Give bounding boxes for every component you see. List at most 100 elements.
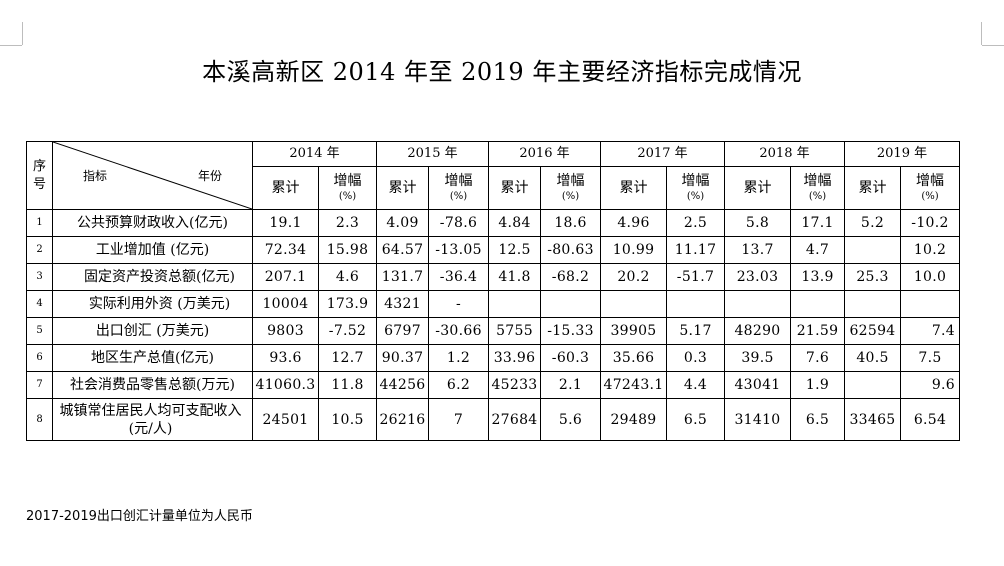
cell-2019-growth: 10.2	[900, 236, 960, 264]
cumulative-label: 累计	[271, 180, 300, 196]
year-label: 年份	[197, 169, 222, 183]
cell-2015-cumulative: 131.7	[376, 263, 429, 291]
cell-2018-growth: 6.5	[790, 398, 845, 441]
cell-2014-cumulative: 207.1	[252, 263, 319, 291]
cell-2017-growth: 4.4	[666, 371, 725, 399]
growth-unit: (%)	[686, 191, 705, 202]
indicator-label: 指标	[83, 169, 108, 183]
cell-2019-growth	[900, 290, 960, 318]
cell-2017-cumulative	[600, 290, 667, 318]
cell-2018-growth	[790, 290, 845, 318]
growth-unit: (%)	[449, 191, 468, 202]
cell-2016-cumulative: 41.8	[488, 263, 541, 291]
cell-2017-cumulative: 39905	[600, 317, 667, 345]
cell-2018-cumulative: 31410	[724, 398, 791, 441]
year-header-2019: 2019 年	[844, 141, 960, 167]
cumulative-label: 累计	[743, 180, 772, 196]
cell-2017-growth: 6.5	[666, 398, 725, 441]
cell-2015-growth: 7	[428, 398, 489, 441]
indicator-name: 城镇常住居民人均可支配收入 (元/人)	[52, 398, 253, 441]
cell-2016-cumulative: 33.96	[488, 344, 541, 372]
diagonal-line	[53, 142, 252, 209]
growth-header: 增幅 (%)	[666, 166, 725, 210]
cell-2015-cumulative: 6797	[376, 317, 429, 345]
cell-2014-growth: 10.5	[318, 398, 377, 441]
growth-header: 增幅 (%)	[428, 166, 489, 210]
cumulative-header: 累计	[488, 166, 541, 210]
table-row: 4 实际利用外资 (万美元) 10004 173.9 4321 -	[26, 290, 960, 318]
growth-label: 增幅	[333, 173, 362, 189]
economic-indicators-table: 序 号 指标 年份 2014 年 2015 年 2016 年 2017 年 20…	[26, 141, 960, 441]
table-row: 8 城镇常住居民人均可支配收入 (元/人) 24501 10.5 26216 7…	[26, 398, 960, 441]
cell-2017-cumulative: 47243.1	[600, 371, 667, 399]
growth-label: 增幅	[803, 173, 832, 189]
cell-2016-cumulative: 45233	[488, 371, 541, 399]
table-row: 7 社会消费品零售总额(万元) 41060.3 11.8 44256 6.2 4…	[26, 371, 960, 399]
indicator-name: 工业增加值 (亿元)	[52, 236, 253, 264]
cell-2019-cumulative: 62594	[844, 317, 901, 345]
growth-header: 增幅 (%)	[540, 166, 601, 210]
cell-2019-growth: 7.4	[900, 317, 960, 345]
cell-2016-cumulative: 27684	[488, 398, 541, 441]
cumulative-header: 累计	[376, 166, 429, 210]
cell-2018-cumulative: 43041	[724, 371, 791, 399]
cell-2014-growth: 4.6	[318, 263, 377, 291]
cell-2019-cumulative	[844, 290, 901, 318]
cell-2014-growth: 12.7	[318, 344, 377, 372]
cumulative-label: 累计	[619, 180, 648, 196]
year-header-2018: 2018 年	[724, 141, 845, 167]
cell-2016-growth: -60.3	[540, 344, 601, 372]
cumulative-header: 累计	[724, 166, 791, 210]
cell-2015-growth: -30.66	[428, 317, 489, 345]
cell-2015-cumulative: 26216	[376, 398, 429, 441]
growth-label: 增幅	[916, 173, 944, 189]
growth-unit: (%)	[561, 191, 580, 202]
table-row: 1 公共预算财政收入(亿元) 19.1 2.3 4.09 -78.6 4.84 …	[26, 209, 960, 237]
table-row: 2 工业增加值 (亿元) 72.34 15.98 64.57 -13.05 12…	[26, 236, 960, 264]
row-number: 2	[26, 236, 53, 264]
cell-2017-growth	[666, 290, 725, 318]
header-row-years: 序 号 指标 年份 2014 年 2015 年 2016 年 2017 年 20…	[26, 141, 960, 210]
cell-2019-growth: 10.0	[900, 263, 960, 291]
cell-2019-cumulative	[844, 371, 901, 399]
seq-header-char-1: 序	[32, 158, 46, 174]
cell-2018-growth: 17.1	[790, 209, 845, 237]
cell-2017-growth: 5.17	[666, 317, 725, 345]
row-number: 1	[26, 209, 53, 237]
cell-2017-growth: 11.17	[666, 236, 725, 264]
cell-2019-growth: 6.54	[900, 398, 960, 441]
cumulative-header: 累计	[252, 166, 319, 210]
cell-2017-growth: 2.5	[666, 209, 725, 237]
footnote: 2017-2019出口创汇计量单位为人民币	[26, 509, 253, 524]
cell-2019-cumulative: 5.2	[844, 209, 901, 237]
year-header-2017: 2017 年	[600, 141, 725, 167]
cell-2017-cumulative: 10.99	[600, 236, 667, 264]
cell-2018-cumulative	[724, 290, 791, 318]
cell-2014-growth: 173.9	[318, 290, 377, 318]
cell-2018-cumulative: 13.7	[724, 236, 791, 264]
cell-2014-cumulative: 93.6	[252, 344, 319, 372]
cell-2014-cumulative: 72.34	[252, 236, 319, 264]
year-header-2016: 2016 年	[488, 141, 601, 167]
cumulative-label: 累计	[388, 180, 417, 196]
cell-2019-growth: 9.6	[900, 371, 960, 399]
cell-2015-growth: 6.2	[428, 371, 489, 399]
cell-2014-growth: -7.52	[318, 317, 377, 345]
cell-2016-growth: -68.2	[540, 263, 601, 291]
row-number: 5	[26, 317, 53, 345]
table-row: 5 出口创汇 (万美元) 9803 -7.52 6797 -30.66 5755…	[26, 317, 960, 345]
cell-2015-cumulative: 44256	[376, 371, 429, 399]
indicator-name: 公共预算财政收入(亿元)	[52, 209, 253, 237]
growth-header: 增幅 (%)	[900, 166, 960, 210]
cell-2015-cumulative: 90.37	[376, 344, 429, 372]
row-number: 6	[26, 344, 53, 372]
growth-label: 增幅	[556, 173, 585, 189]
cumulative-header: 累计	[844, 166, 901, 210]
cell-2018-growth: 21.59	[790, 317, 845, 345]
cell-2014-growth: 11.8	[318, 371, 377, 399]
cell-2019-cumulative	[844, 236, 901, 264]
indicator-name: 社会消费品零售总额(万元)	[52, 371, 253, 399]
growth-unit: (%)	[338, 191, 357, 202]
cumulative-header: 累计	[600, 166, 667, 210]
cell-2014-cumulative: 19.1	[252, 209, 319, 237]
